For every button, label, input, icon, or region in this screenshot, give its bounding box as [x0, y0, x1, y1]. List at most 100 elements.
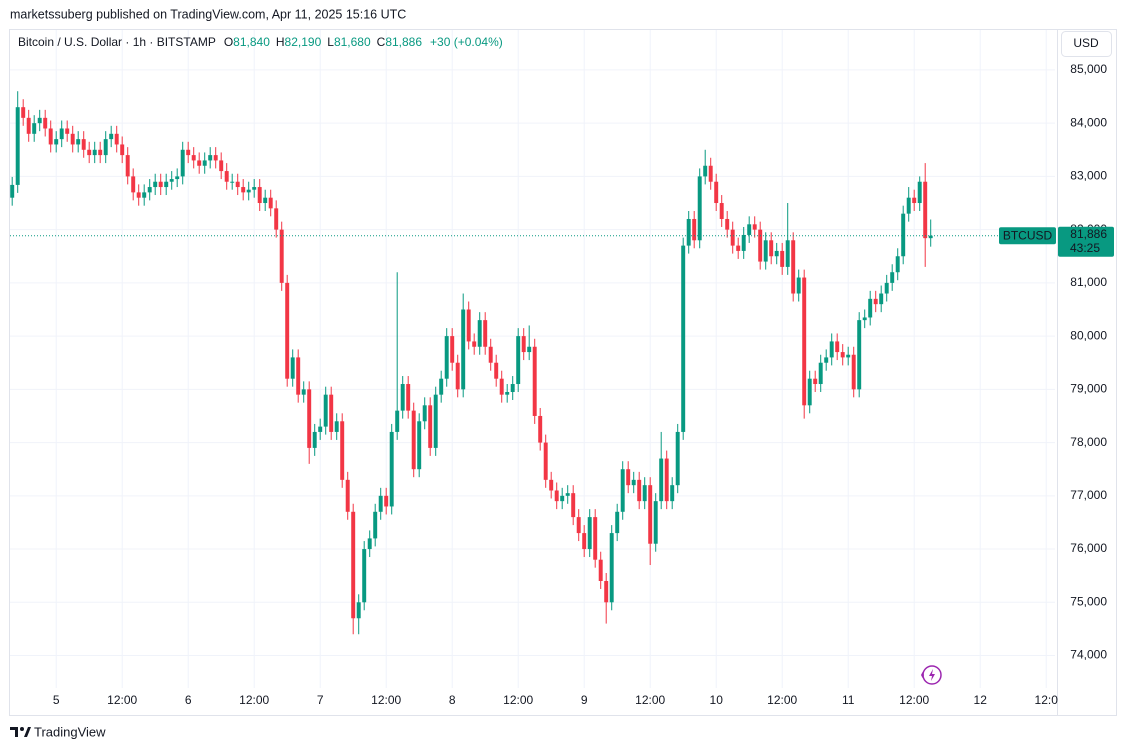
candle-body	[928, 235, 933, 239]
candle-body	[59, 128, 64, 140]
x-tick-label: 9	[581, 693, 588, 707]
candle-body	[329, 394, 334, 432]
candle-body	[351, 511, 356, 619]
candle-body	[32, 123, 37, 134]
candle-body	[785, 240, 790, 267]
candle-body	[450, 336, 455, 363]
candle-body	[340, 421, 345, 480]
candle-body	[648, 485, 653, 544]
candle-body	[758, 229, 763, 262]
currency[interactable]: USD	[1073, 36, 1099, 50]
candle-body	[686, 218, 691, 246]
candle-body	[802, 277, 807, 406]
legend: Bitcoin / U.S. Dollar · 1h · BITSTAMP O81…	[18, 35, 503, 49]
candle-body	[906, 197, 911, 214]
candle-body	[653, 501, 658, 544]
candle-body	[587, 517, 592, 550]
candle-body	[131, 176, 136, 193]
candle-body	[10, 184, 15, 198]
candle-body	[895, 256, 900, 273]
currency-button[interactable]	[1061, 31, 1112, 57]
low-label: L	[327, 35, 334, 49]
candle-body	[103, 139, 108, 156]
candle-body	[499, 378, 504, 395]
x-tick-label: 6	[185, 693, 192, 707]
y-tick-label: 85,000	[1070, 62, 1107, 76]
candle-body	[400, 384, 405, 411]
candle-body	[549, 479, 554, 491]
x-tick-label: 12:00	[635, 693, 665, 707]
candle-body	[367, 538, 372, 550]
candle-body	[296, 357, 301, 395]
candle-body	[158, 181, 163, 188]
candle-body	[923, 181, 928, 239]
price-tag	[1058, 226, 1114, 257]
candle-body	[879, 293, 884, 305]
candle-body	[477, 320, 482, 347]
high-value: 82,190	[285, 35, 322, 49]
candle-body	[604, 580, 609, 603]
candle-body	[774, 250, 779, 257]
attribution: marketssuberg published on TradingView.c…	[10, 7, 406, 21]
candle-body	[543, 442, 548, 480]
x-tick-label: 12:00	[767, 693, 797, 707]
candle-body	[565, 493, 570, 496]
candle-body	[461, 309, 466, 390]
y-tick-label: 80,000	[1070, 328, 1107, 342]
candle-body	[224, 171, 229, 182]
candle-body	[356, 602, 361, 619]
x-tick-label: 10	[710, 693, 724, 707]
x-tick-label: 7	[317, 693, 324, 707]
candle-body	[301, 389, 306, 395]
candle-body	[725, 218, 730, 230]
candle-body	[290, 357, 295, 379]
candle-body	[873, 298, 878, 305]
candle-body	[235, 181, 240, 188]
candle-body	[87, 149, 92, 156]
candle-body	[664, 458, 669, 502]
candle-body	[917, 181, 922, 204]
candle-body	[334, 421, 339, 432]
y-tick-label: 75,000	[1070, 594, 1107, 608]
candle-body	[851, 354, 856, 390]
candle-body	[538, 415, 543, 443]
candle-body	[620, 469, 625, 512]
y-tick-label: 83,000	[1070, 169, 1107, 183]
candle-body	[285, 282, 290, 379]
candle-body	[912, 197, 917, 204]
candle-body	[378, 495, 383, 512]
candle-body	[65, 128, 70, 134]
y-tick-label: 81,000	[1070, 275, 1107, 289]
symbol: BTCUSD	[1003, 228, 1053, 242]
candle-body	[510, 384, 515, 393]
x-tick-label: 12	[974, 693, 988, 707]
overlay: 74,000 75,000 76,000 77,000 78,000 79,000 80,0…	[10, 62, 1114, 707]
candle-body	[428, 405, 433, 448]
candle-body	[21, 107, 26, 118]
candle-body	[422, 405, 427, 422]
candle-body	[153, 181, 158, 188]
x-tick-label: 12:00	[371, 693, 401, 707]
candle-body	[257, 187, 262, 204]
candle-body	[719, 203, 724, 219]
candle-body	[554, 490, 559, 502]
x-tick-label: 11	[842, 693, 855, 707]
candle-body	[769, 240, 774, 257]
change: +30 (+0.04%)	[430, 35, 503, 49]
lightning-icon	[921, 665, 942, 685]
candle-body	[92, 149, 97, 156]
candle-body	[268, 197, 273, 209]
close-label: C	[377, 35, 386, 49]
candle-body	[37, 117, 42, 124]
candle-body	[125, 155, 130, 177]
candle-body	[279, 229, 284, 283]
candle-body	[840, 352, 845, 358]
candle-body	[345, 479, 350, 512]
candle-body	[615, 511, 620, 534]
candle-body	[219, 160, 224, 172]
candle-body	[318, 426, 323, 432]
candle-body	[807, 378, 812, 406]
candle-body	[857, 320, 862, 390]
candle-body	[230, 181, 235, 183]
x-tick-label: 12:0	[1035, 693, 1059, 707]
